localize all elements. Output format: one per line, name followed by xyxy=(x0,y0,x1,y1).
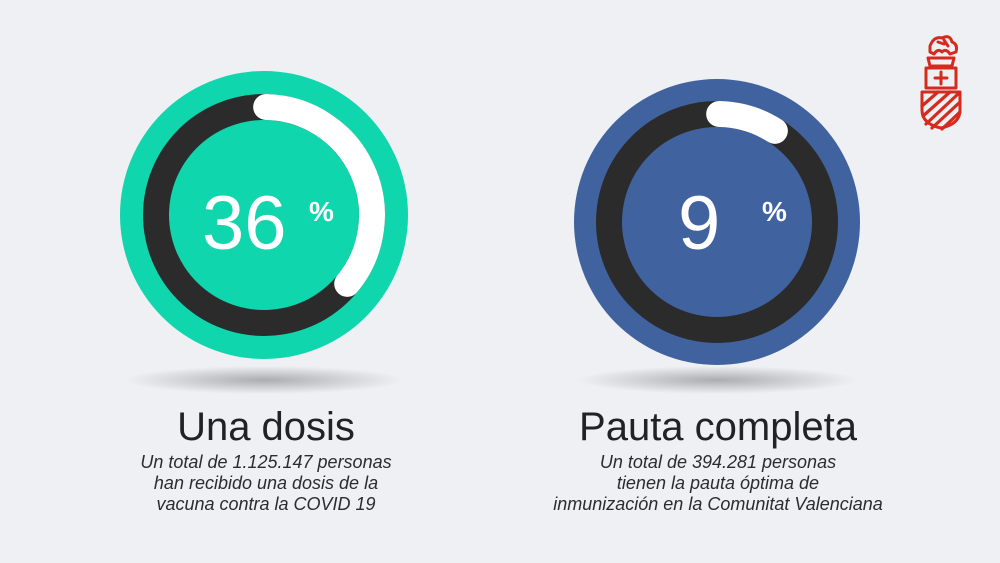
gauge-title: Pauta completa xyxy=(579,405,857,449)
gauge-value: 9 xyxy=(678,181,721,266)
gauge-description: Un total de 1.125.147 personas han recib… xyxy=(16,452,516,515)
gauge-description: Un total de 394.281 personas tienen la p… xyxy=(468,452,968,515)
gauge-unit: % xyxy=(309,196,334,227)
gauge-value: 36 xyxy=(202,181,287,266)
gauge-inner-disc xyxy=(169,120,359,310)
gauge-complete-schedule xyxy=(574,79,860,394)
gauge-shadow xyxy=(124,366,404,394)
generalitat-valenciana-coat-of-arms-icon xyxy=(920,35,962,131)
gauge-title: Una dosis xyxy=(177,405,355,449)
description-line: Un total de 1.125.147 personas xyxy=(140,452,392,472)
gauge-shadow xyxy=(577,366,857,394)
gauge-unit: % xyxy=(762,196,787,227)
gauge-inner-disc xyxy=(622,127,812,317)
description-line: tienen la pauta óptima de xyxy=(616,473,820,493)
description-line: Un total de 394.281 personas xyxy=(599,452,837,472)
gauge-progress-arc xyxy=(706,101,788,144)
gauge-panel-complete-schedule: 9 % Pauta completa Un total de 394.281 p… xyxy=(500,0,1000,563)
gauge-panel-first-dose: 36 % Una dosis Un total de 1.125.147 per… xyxy=(120,71,408,514)
description-line: vacuna contra la COVID 19 xyxy=(156,494,376,514)
gauge-first-dose xyxy=(120,71,408,394)
description-line: han recibido una dosis de la xyxy=(153,473,379,493)
description-line: inmunización en la Comunitat Valenciana xyxy=(553,494,883,514)
gauge-progress-arc xyxy=(253,94,385,297)
